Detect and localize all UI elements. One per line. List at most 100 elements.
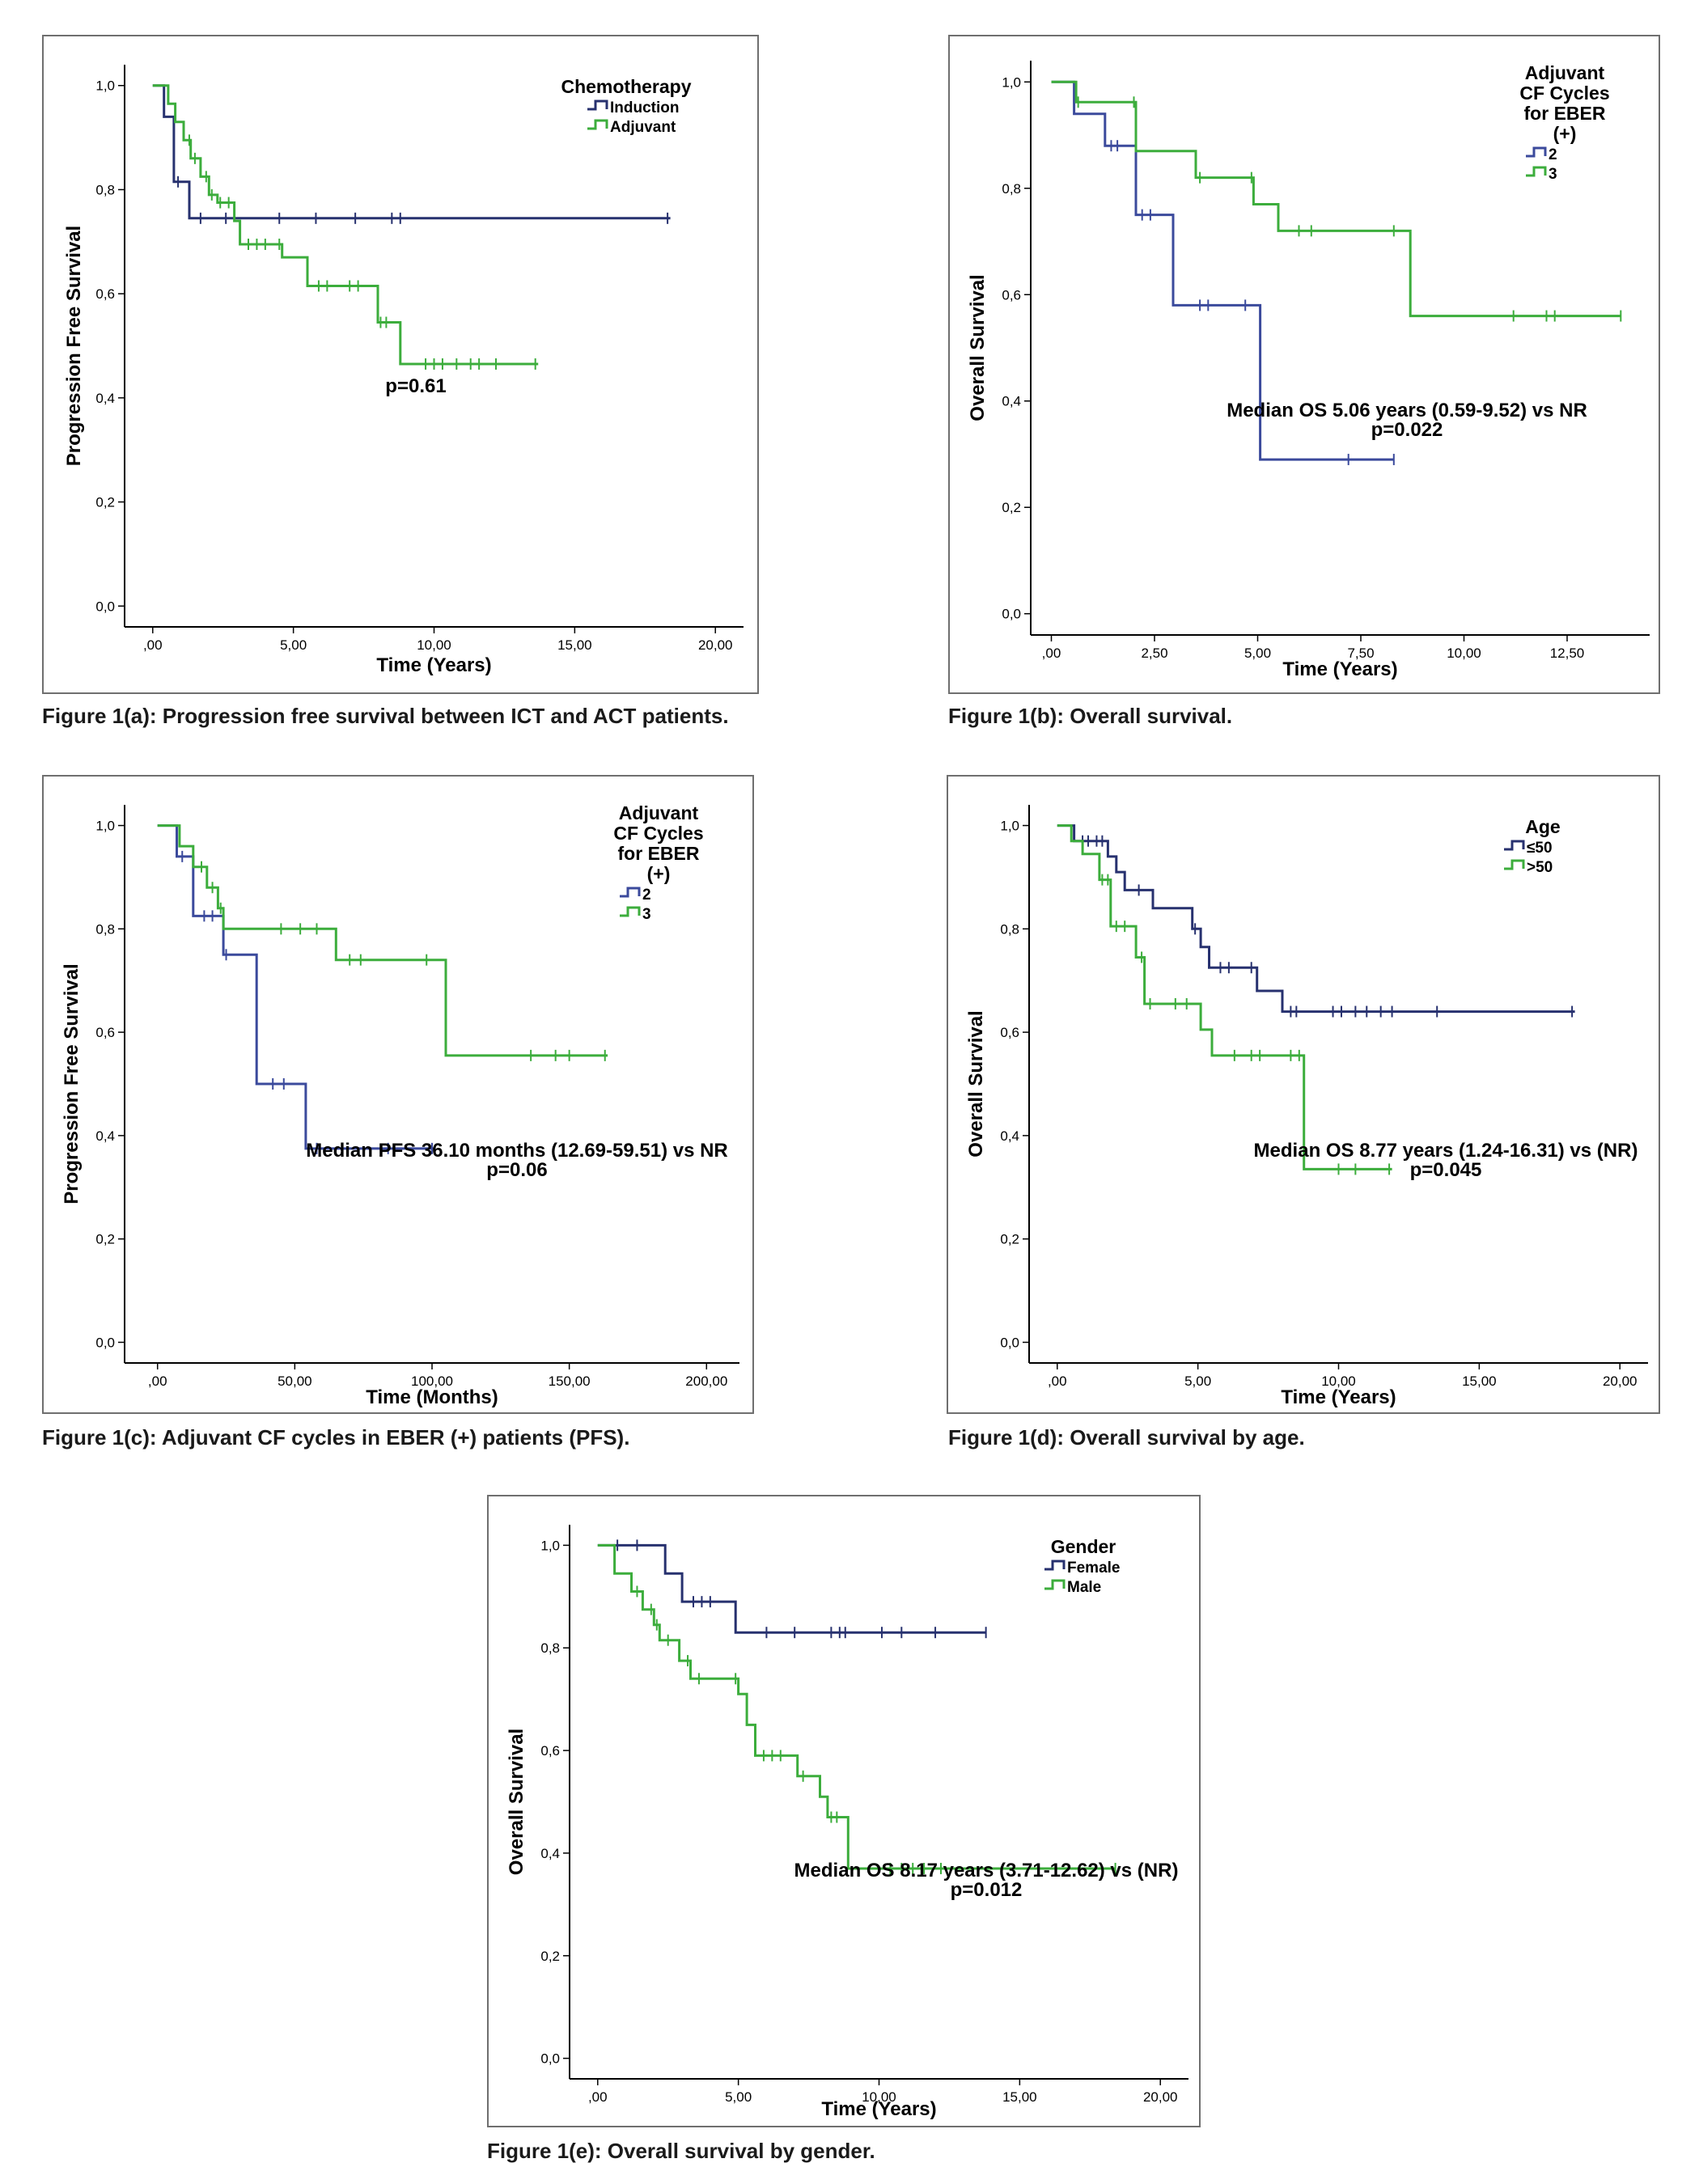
legend-swatch-≤50 <box>1504 840 1525 851</box>
y-tick-label: 0,6 <box>1000 1025 1019 1040</box>
y-axis-label: Progression Free Survival <box>63 226 85 466</box>
figure-caption-a: Figure 1(a): Progression free survival b… <box>42 704 729 728</box>
y-tick-label: 0,0 <box>540 2051 560 2067</box>
legend-label-≤50: ≤50 <box>1527 840 1553 857</box>
y-tick-label: 0,6 <box>540 1743 560 1759</box>
y-tick-label: 0,2 <box>95 1232 115 1247</box>
series-line->50 <box>1057 824 1392 1170</box>
x-tick-label: 15,00 <box>1462 1373 1497 1389</box>
annotation-text: p=0.012 <box>951 1879 1023 1901</box>
y-tick-label: 1,0 <box>1000 819 1019 834</box>
survival-chart-c: 0,0 0,2 0,4 0,6 0,8 1,0 ,00 50,00 100,00 150,00 20… <box>61 802 739 1408</box>
x-tick-label: 20,00 <box>698 637 733 653</box>
legend: Age ≤50 >50 <box>1504 816 1561 876</box>
x-tick-label: 50,00 <box>278 1373 312 1389</box>
annotation-text: Median OS 8.17 years (3.71-12.62) vs (NR… <box>794 1860 1179 1881</box>
annotation-text: Median OS 5.06 years (0.59-9.52) vs NR <box>1227 400 1587 421</box>
y-tick-label: 0,8 <box>1002 181 1021 197</box>
x-tick-label: ,00 <box>1048 1373 1067 1389</box>
annotation-text: p=0.06 <box>486 1159 547 1181</box>
y-tick-label: 0,6 <box>95 286 115 302</box>
y-axis-label: Overall Survival <box>506 1729 527 1875</box>
legend-title: (+) <box>647 863 671 884</box>
y-tick-label: 0,2 <box>1000 1232 1019 1247</box>
x-tick-label: 2,50 <box>1141 645 1167 661</box>
y-tick-label: 1,0 <box>95 78 115 94</box>
series-line-2 <box>157 824 435 1150</box>
series-line-Adjuvant <box>152 84 539 366</box>
x-tick-label: ,00 <box>148 1373 167 1389</box>
figure-caption-b: Figure 1(b): Overall survival. <box>948 704 1233 728</box>
legend-title: (+) <box>1553 123 1577 144</box>
x-tick-label: 15,00 <box>1002 2089 1037 2105</box>
x-tick-label: 15,00 <box>557 637 592 653</box>
x-axis-label: Time (Years) <box>821 2098 936 2120</box>
legend-title: CF Cycles <box>613 823 703 844</box>
y-tick-label: 0,4 <box>540 1846 560 1861</box>
legend-label-Induction: Induction <box>610 99 679 116</box>
survival-chart-b: 0,0 0,2 0,4 0,6 0,8 1,0 ,00 2,50 5,00 7,50 10,00 12… <box>967 61 1650 680</box>
x-axis-label: Time (Months) <box>366 1386 498 1408</box>
x-tick-label: 10,00 <box>1447 645 1481 661</box>
series-line-Induction <box>152 84 671 220</box>
x-tick-label: ,00 <box>1042 645 1061 661</box>
annotation-text: Median OS 8.77 years (1.24-16.31) vs (NR… <box>1254 1140 1638 1162</box>
y-tick-label: 0,8 <box>95 182 115 197</box>
y-axis-label: Overall Survival <box>967 274 989 421</box>
legend-swatch-2 <box>1526 146 1547 158</box>
survival-chart-d: 0,0 0,2 0,4 0,6 0,8 1,0 ,00 5,00 10,00 15,00 20,00… <box>965 805 1648 1408</box>
y-tick-label: 0,8 <box>540 1640 560 1656</box>
y-tick-label: 0,4 <box>1002 394 1021 409</box>
y-tick-label: 0,0 <box>95 599 115 614</box>
y-tick-label: 0,4 <box>95 391 115 406</box>
y-tick-label: 0,8 <box>1000 921 1019 937</box>
chart-panel-a: 0,0 0,2 0,4 0,6 0,8 1,0 ,00 5,00 10,00 15,00 20,00… <box>42 35 759 694</box>
y-tick-label: 0,2 <box>540 1949 560 1964</box>
legend-swatch-3 <box>620 906 641 917</box>
legend-swatch-3 <box>1526 166 1547 177</box>
y-tick-label: 1,0 <box>95 819 115 834</box>
x-axis-label: Time (Years) <box>376 654 491 676</box>
survival-chart-a: 0,0 0,2 0,4 0,6 0,8 1,0 ,00 5,00 10,00 15,00 20,00… <box>63 65 744 676</box>
chart-panel-e: 0,0 0,2 0,4 0,6 0,8 1,0 ,00 5,00 10,00 15,00 20,00… <box>487 1495 1201 2127</box>
legend-title: Gender <box>1051 1536 1116 1557</box>
survival-chart-e: 0,0 0,2 0,4 0,6 0,8 1,0 ,00 5,00 10,00 15,00 20,00… <box>506 1525 1188 2120</box>
series-line-Female <box>597 1543 986 1634</box>
legend-title: for EBER <box>1524 103 1606 124</box>
x-tick-label: 10,00 <box>417 637 451 653</box>
series-line-2 <box>1051 80 1394 461</box>
legend-title: Age <box>1525 816 1560 837</box>
series-line-3 <box>157 824 608 1057</box>
x-tick-label: 5,00 <box>1184 1373 1211 1389</box>
figure-caption-c: Figure 1(c): Adjuvant CF cycles in EBER … <box>42 1425 630 1450</box>
x-tick-label: 20,00 <box>1143 2089 1178 2105</box>
x-tick-label: 10,00 <box>862 2089 896 2105</box>
legend-swatch-Adjuvant <box>587 119 608 130</box>
figure-caption-d: Figure 1(d): Overall survival by age. <box>948 1425 1305 1450</box>
legend-swatch-Female <box>1044 1560 1066 1571</box>
legend: Gender Female Male <box>1044 1536 1120 1596</box>
legend-swatch-Male <box>1044 1579 1066 1590</box>
annotation-text: p=0.61 <box>385 375 446 397</box>
annotation-text: p=0.022 <box>1371 419 1443 441</box>
y-tick-label: 1,0 <box>1002 74 1021 90</box>
legend-title: CF Cycles <box>1519 83 1609 104</box>
annotation-text: p=0.045 <box>1410 1159 1482 1181</box>
legend-label-Adjuvant: Adjuvant <box>610 119 676 136</box>
y-tick-label: 0,8 <box>95 921 115 937</box>
y-axis-label: Overall Survival <box>965 1010 987 1157</box>
chart-panel-c: 0,0 0,2 0,4 0,6 0,8 1,0 ,00 50,00 100,00 150,00 20… <box>42 775 754 1414</box>
y-tick-label: 0,6 <box>1002 287 1021 303</box>
legend-label-3: 3 <box>642 906 651 923</box>
legend-title: Adjuvant <box>619 802 699 823</box>
legend-label->50: >50 <box>1527 859 1553 876</box>
legend-title: Adjuvant <box>1525 62 1605 83</box>
x-tick-label: ,00 <box>588 2089 608 2105</box>
legend-label-2: 2 <box>1549 146 1557 163</box>
y-tick-label: 0,0 <box>1000 1335 1019 1350</box>
x-tick-label: 5,00 <box>725 2089 752 2105</box>
figure-caption-e: Figure 1(e): Overall survival by gender. <box>487 2139 875 2163</box>
x-tick-label: 20,00 <box>1603 1373 1638 1389</box>
series-line-≤50 <box>1057 824 1575 1014</box>
